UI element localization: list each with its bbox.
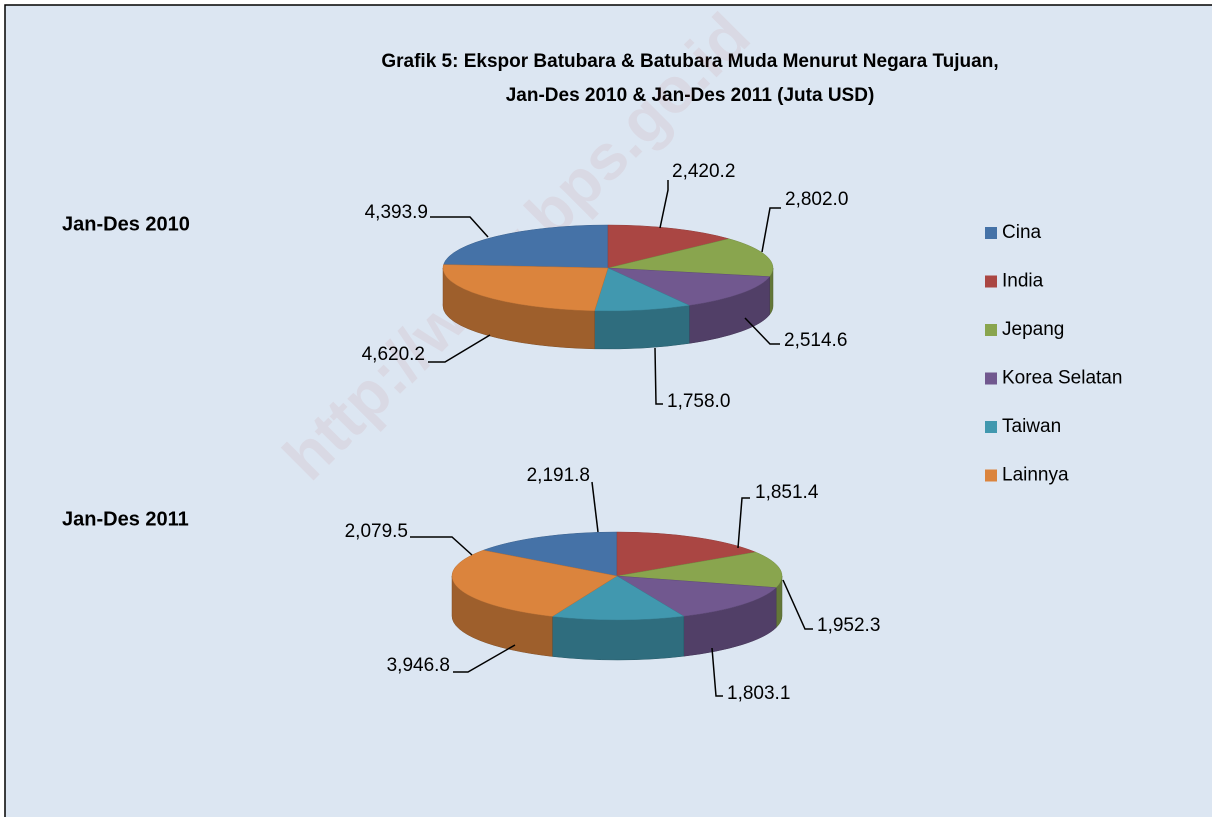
pie-side (552, 615, 685, 661)
legend-label: Taiwan (1002, 416, 1061, 437)
pie-slice (551, 575, 685, 621)
pie-slice (616, 575, 777, 617)
legend-label: India (1002, 271, 1044, 292)
data-label: 2,514.6 (784, 330, 847, 351)
leader-line (737, 497, 750, 549)
leader-line (711, 647, 723, 697)
pie-side (594, 305, 690, 350)
leader-line (591, 481, 599, 533)
leader-line (744, 317, 780, 345)
legend-swatch (985, 372, 997, 385)
leader-line (430, 216, 489, 238)
pie-slice (607, 238, 774, 277)
pie-slice (442, 264, 609, 312)
legend-swatch (985, 227, 997, 239)
pie-slice (616, 531, 757, 577)
pie-name: Jan-Des 2010 (62, 213, 190, 235)
legend-label: Lainnya (1002, 465, 1069, 486)
legend-label: Cina (1002, 222, 1042, 243)
legend-label: Jepang (1002, 319, 1064, 340)
legend-swatch (985, 275, 997, 288)
chart-subtitle: Jan-Des 2010 & Jan-Des 2011 (Juta USD) (506, 85, 875, 106)
chart-title: Grafik 5: Ekspor Batubara & Batubara Mud… (381, 51, 998, 72)
pie-slice (607, 267, 771, 306)
leader-line (428, 334, 491, 363)
data-label: 2,079.5 (345, 521, 408, 542)
pie-slice (616, 551, 783, 588)
legend-label: Korea Selatan (1002, 368, 1122, 389)
legend-swatch (985, 421, 997, 433)
data-label: 2,191.8 (527, 465, 590, 486)
legend-swatch (985, 324, 997, 336)
pie-name: Jan-Des 2011 (62, 508, 189, 530)
data-label: 3,946.8 (387, 655, 450, 676)
pie-slice (443, 224, 609, 269)
data-label: 1,803.1 (727, 683, 790, 704)
chart-frame (4, 4, 1212, 817)
pie-slice (451, 549, 618, 617)
data-label: 4,393.9 (365, 202, 428, 223)
pie-slice (482, 531, 618, 577)
data-label: 4,620.2 (362, 344, 425, 365)
leader-line (761, 207, 781, 253)
data-label: 1,851.4 (755, 482, 819, 503)
leader-line (782, 579, 813, 630)
leader-line (410, 536, 473, 556)
data-label: 2,420.2 (672, 161, 735, 182)
leader-line (453, 644, 516, 673)
legend-swatch (985, 469, 997, 482)
data-label: 1,952.3 (817, 615, 880, 636)
leader-line (654, 347, 663, 405)
pie-slice (594, 267, 691, 312)
data-label: 2,802.0 (785, 189, 848, 210)
data-label: 1,758.0 (667, 391, 730, 412)
pie-slice (607, 224, 730, 269)
leader-line (659, 180, 669, 229)
